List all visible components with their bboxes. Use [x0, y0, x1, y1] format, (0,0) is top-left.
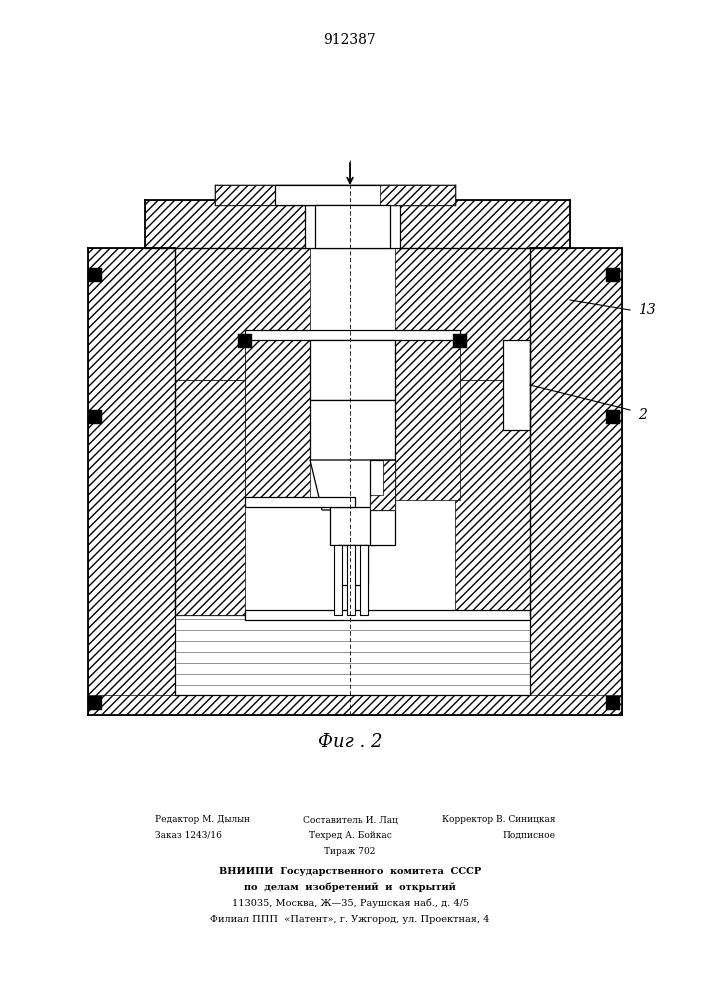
Bar: [238, 334, 252, 348]
Polygon shape: [530, 248, 622, 715]
Polygon shape: [455, 380, 530, 615]
Bar: [453, 334, 467, 348]
Bar: [310, 340, 395, 400]
Text: Техред А. Бойкас: Техред А. Бойкас: [308, 831, 392, 840]
Text: ВНИИПИ  Государственного  комитета  СССР: ВНИИПИ Государственного комитета СССР: [219, 867, 481, 876]
Polygon shape: [88, 248, 175, 715]
Polygon shape: [245, 340, 310, 500]
Bar: [360, 545, 368, 615]
Text: 13: 13: [638, 303, 656, 317]
Bar: [347, 545, 355, 615]
Polygon shape: [175, 248, 310, 380]
Polygon shape: [370, 460, 395, 510]
Bar: [315, 205, 390, 248]
Bar: [606, 410, 620, 424]
Bar: [215, 185, 455, 205]
Text: Заказ 1243/16: Заказ 1243/16: [155, 831, 222, 840]
Polygon shape: [395, 335, 460, 385]
Text: Редактор М. Дылын: Редактор М. Дылын: [155, 815, 250, 824]
Bar: [370, 460, 395, 510]
Bar: [88, 268, 102, 282]
Text: 912387: 912387: [324, 33, 376, 47]
Polygon shape: [245, 335, 310, 385]
Text: Составитель И. Лац: Составитель И. Лац: [303, 815, 397, 824]
Text: по  делам  изобретений  и  открытий: по делам изобретений и открытий: [244, 883, 456, 892]
Polygon shape: [310, 460, 395, 510]
Bar: [245, 610, 530, 620]
Bar: [503, 340, 530, 430]
Text: Филиал ППП  «Патент», г. Ужгород, ул. Проектная, 4: Филиал ППП «Патент», г. Ужгород, ул. Про…: [210, 915, 490, 924]
Polygon shape: [395, 340, 460, 500]
Text: Фиг . 2: Фиг . 2: [317, 733, 382, 751]
Text: 113035, Москва, Ж—35, Раушская наб., д. 4/5: 113035, Москва, Ж—35, Раушская наб., д. …: [231, 899, 469, 908]
Bar: [606, 268, 620, 282]
Bar: [245, 497, 355, 507]
Polygon shape: [400, 200, 570, 248]
Polygon shape: [88, 695, 622, 715]
Polygon shape: [380, 185, 455, 205]
Polygon shape: [175, 380, 245, 615]
Bar: [338, 545, 368, 585]
Text: Тираж 702: Тираж 702: [325, 847, 375, 856]
Text: Корректор В. Синицкая: Корректор В. Синицкая: [441, 815, 555, 824]
Bar: [334, 545, 342, 615]
Bar: [88, 696, 102, 710]
Bar: [330, 507, 375, 545]
Polygon shape: [215, 185, 275, 205]
Bar: [175, 615, 530, 695]
Bar: [606, 696, 620, 710]
Bar: [305, 200, 400, 248]
Bar: [275, 185, 430, 205]
Bar: [370, 510, 395, 545]
Text: 2: 2: [638, 408, 647, 422]
Polygon shape: [395, 248, 530, 380]
Text: Подписное: Подписное: [502, 831, 555, 840]
Bar: [310, 400, 395, 460]
Bar: [245, 330, 460, 340]
Bar: [88, 410, 102, 424]
Polygon shape: [145, 200, 305, 248]
